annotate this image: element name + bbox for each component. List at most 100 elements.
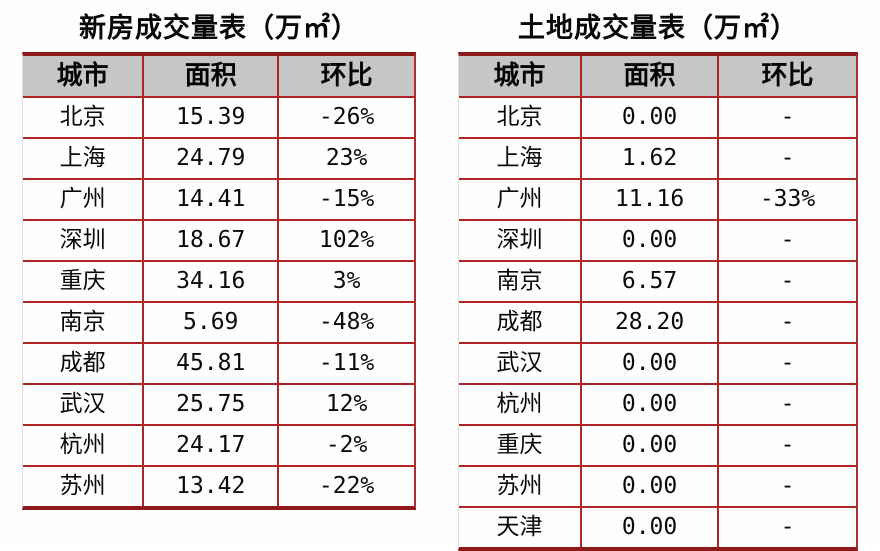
table-row: 深圳 18.67 102% [23,219,414,260]
mom-cell: - [717,303,856,342]
area-cell: 0.00 [580,385,717,424]
table-row: 广州 11.16 -33% [459,178,856,219]
area-cell: 0.00 [580,221,717,260]
land-header-row: 城市 面积 环比 [459,56,856,96]
city-cell: 杭州 [496,391,543,417]
table-row: 南京 5.69 -48% [23,301,414,342]
mom-cell: -22% [277,467,414,506]
mom-cell: - [717,467,856,506]
mom-cell: - [717,139,856,178]
city-cell: 成都 [496,309,543,335]
table-row: 重庆 0.00- [459,424,856,465]
city-cell: 南京 [496,268,543,294]
area-cell: 0.00 [580,508,717,547]
mom-cell: 23% [277,139,414,178]
mom-cell: -15% [277,180,414,219]
city-cell: 深圳 [496,227,543,253]
area-cell: 13.42 [142,467,277,506]
city-cell: 杭州 [59,432,106,458]
city-cell: 重庆 [496,432,543,458]
header-area: 面积 [142,56,277,96]
mom-cell: 12% [277,385,414,424]
table-row: 武汉 0.00- [459,342,856,383]
mom-cell: - [717,98,856,137]
header-mom: 环比 [277,56,414,96]
table-row: 天津 0.00- [459,506,856,547]
city-cell: 武汉 [59,391,106,417]
header-mom: 环比 [717,56,856,96]
land-table-section: 土地成交量表（万㎡） 城市 面积 环比 北京 0.00- 上海 1.62- 广州 11.1… [458,6,858,551]
mom-cell: -2% [277,426,414,465]
mom-cell: -48% [277,303,414,342]
mom-cell: - [717,221,856,260]
area-cell: 0.00 [580,98,717,137]
table-row: 北京 15.39 -26% [23,96,414,137]
city-cell: 上海 [496,145,543,171]
area-cell: 0.00 [580,467,717,506]
area-cell: 34.16 [142,262,277,301]
city-cell: 北京 [496,104,543,130]
land-table-body: 北京 0.00- 上海 1.62- 广州 11.16 -33% 深圳 0.00- 南京 6.57- 成… [459,96,856,547]
mom-cell: -11% [277,344,414,383]
new-home-header-row: 城市 面积 环比 [23,56,414,96]
mom-cell: - [717,344,856,383]
area-cell: 28.20 [580,303,717,342]
new-home-table-body: 北京 15.39 -26% 上海 24.79 23% 广州 14.41 -15% 深圳 18.67 1… [23,96,414,506]
mom-cell: - [717,426,856,465]
city-cell: 苏州 [59,473,106,499]
city-cell: 重庆 [59,268,106,294]
table-row: 南京 6.57- [459,260,856,301]
mom-cell: - [717,508,856,547]
table-row: 北京 0.00- [459,96,856,137]
table-row: 苏州 13.42 -22% [23,465,414,506]
area-cell: 11.16 [580,180,717,219]
table-row: 杭州 0.00- [459,383,856,424]
mom-cell: 3% [277,262,414,301]
city-cell: 武汉 [496,350,543,376]
table-row: 武汉 25.75 12% [23,383,414,424]
land-table: 城市 面积 环比 北京 0.00- 上海 1.62- 广州 11.16 -33% 深圳 0.00… [458,52,858,551]
area-cell: 6.57 [580,262,717,301]
area-cell: 14.41 [142,180,277,219]
city-cell: 上海 [59,145,106,171]
header-area: 面积 [580,56,717,96]
area-cell: 24.17 [142,426,277,465]
mom-cell: -33% [717,180,856,219]
table-row: 重庆 34.16 3% [23,260,414,301]
table-row: 上海 24.79 23% [23,137,414,178]
new-home-table-section: 新房成交量表（万㎡） 城市 面积 环比 北京 15.39 -26% 上海 24.79 23… [22,6,416,510]
table-row: 广州 14.41 -15% [23,178,414,219]
table-row: 成都 45.81 -11% [23,342,414,383]
city-cell: 北京 [59,104,106,130]
area-cell: 45.81 [142,344,277,383]
area-cell: 15.39 [142,98,277,137]
mom-cell: - [717,385,856,424]
city-cell: 广州 [496,186,543,212]
table-row: 苏州 0.00- [459,465,856,506]
header-city: 城市 [56,61,109,91]
city-cell: 苏州 [496,473,543,499]
area-cell: 0.00 [580,344,717,383]
land-table-title: 土地成交量表（万㎡） [518,13,798,44]
area-cell: 18.67 [142,221,277,260]
new-home-table-title: 新房成交量表（万㎡） [79,13,359,44]
mom-cell: -26% [277,98,414,137]
city-cell: 广州 [59,186,106,212]
header-city: 城市 [493,61,546,91]
area-cell: 24.79 [142,139,277,178]
mom-cell: - [717,262,856,301]
city-cell: 南京 [59,309,106,335]
area-cell: 0.00 [580,426,717,465]
area-cell: 25.75 [142,385,277,424]
new-home-table: 城市 面积 环比 北京 15.39 -26% 上海 24.79 23% 广州 14.41 -15… [22,52,416,510]
mom-cell: 102% [277,221,414,260]
table-row: 杭州 24.17 -2% [23,424,414,465]
table-row: 上海 1.62- [459,137,856,178]
area-cell: 1.62 [580,139,717,178]
area-cell: 5.69 [142,303,277,342]
city-cell: 深圳 [59,227,106,253]
city-cell: 成都 [59,350,106,376]
table-row: 深圳 0.00- [459,219,856,260]
city-cell: 天津 [496,514,543,540]
